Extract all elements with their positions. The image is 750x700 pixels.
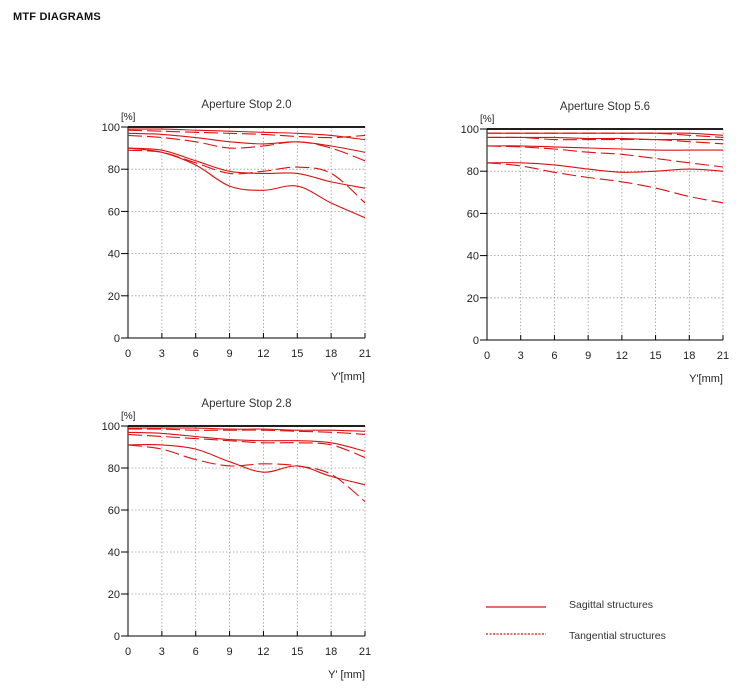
y-tick-label: 60 [467, 208, 479, 220]
page-title: MTF DIAGRAMS [13, 11, 101, 23]
x-tick-label: 18 [325, 646, 337, 658]
x-tick-label: 21 [717, 350, 729, 362]
sagittal-curve-4 [127, 147, 366, 189]
sagittal-curve-2 [127, 132, 366, 153]
y-tick-label: 80 [108, 463, 120, 475]
y-tick-label: 40 [108, 547, 120, 559]
y-tick-label: 20 [108, 291, 120, 303]
y-tick-label: 0 [114, 333, 120, 345]
x-tick-label: 9 [227, 646, 233, 658]
tangential-curve-3 [127, 134, 366, 162]
sagittal-curve-2 [127, 431, 366, 452]
y-axis-label: [%] [121, 411, 136, 422]
tangential-curve-1 [487, 132, 724, 138]
x-tick-label: 21 [359, 348, 371, 360]
y-tick-label: 80 [467, 166, 479, 178]
x-axis-label: Y'[mm] [331, 371, 365, 383]
y-tick-label: 100 [461, 124, 479, 136]
x-tick-label: 12 [257, 348, 269, 360]
legend: Sagittal structures Tangential structure… [486, 599, 666, 642]
y-tick-label: 0 [473, 335, 479, 347]
x-tick-label: 3 [518, 350, 524, 362]
x-tick-label: 3 [159, 646, 165, 658]
y-tick-label: 100 [102, 421, 120, 433]
x-tick-label: 18 [325, 348, 337, 360]
x-tick-label: 18 [683, 350, 695, 362]
y-axis-label: [%] [480, 114, 495, 125]
y-tick-label: 100 [102, 122, 120, 134]
chart-title: Aperture Stop 2.8 [201, 398, 291, 410]
sagittal-curve-4 [486, 145, 723, 151]
x-axis-label: Y'[mm] [689, 373, 723, 385]
x-tick-label: 9 [227, 348, 233, 360]
sagittal-curve-2 [486, 136, 723, 141]
tangential-curve-5 [127, 444, 366, 503]
chart-aperture-2-8: Aperture Stop 2.8 [%] 0 20 40 60 80 100 0 3 6 9 12 15… [102, 398, 371, 681]
legend-tangential-label: Tangential structures [569, 630, 666, 642]
legend-sagittal-label: Sagittal structures [569, 599, 653, 611]
tangential-curve-1 [127, 428, 366, 435]
y-tick-label: 60 [108, 505, 120, 517]
sagittal-curve-6 [486, 162, 724, 173]
x-tick-label: 15 [291, 348, 303, 360]
sagittal-curve-0 [128, 427, 366, 432]
x-tick-label: 6 [193, 348, 199, 360]
chart-aperture-2-0: Aperture Stop 2.0 [%] 0 20 40 60 80 100 0 3 6 9 12 15… [102, 99, 371, 383]
x-tick-label: 21 [359, 646, 371, 658]
y-tick-label: 40 [467, 251, 479, 263]
x-tick-label: 9 [585, 350, 591, 362]
tangential-curve-5 [127, 149, 366, 204]
tangential-curve-3 [486, 136, 724, 145]
x-tick-label: 15 [649, 350, 661, 362]
sagittal-curve-4 [127, 444, 366, 486]
x-tick-label: 15 [291, 646, 303, 658]
y-tick-label: 20 [467, 293, 479, 305]
x-tick-label: 12 [257, 646, 269, 658]
tangential-curve-7 [486, 162, 724, 204]
x-tick-label: 6 [193, 646, 199, 658]
chart-title: Aperture Stop 5.6 [560, 101, 650, 113]
x-tick-label: 0 [484, 350, 490, 362]
tangential-curve-3 [127, 433, 366, 459]
tangential-curve-5 [486, 145, 724, 168]
y-tick-label: 60 [108, 206, 120, 218]
x-tick-label: 3 [159, 348, 165, 360]
x-tick-label: 0 [125, 646, 131, 658]
sagittal-curve-6 [127, 147, 366, 219]
y-tick-label: 20 [108, 589, 120, 601]
x-tick-label: 0 [125, 348, 131, 360]
y-tick-label: 40 [108, 249, 120, 261]
y-tick-label: 0 [114, 631, 120, 643]
chart-aperture-5-6: Aperture Stop 5.6 [%] 0 20 40 60 80 100 0 3 6 9 12 15… [461, 101, 729, 385]
sagittal-curve-0 [127, 128, 366, 141]
tangential-curve-1 [127, 129, 366, 139]
x-axis-label: Y' [mm] [328, 669, 365, 681]
y-tick-label: 80 [108, 164, 120, 176]
x-tick-label: 12 [616, 350, 628, 362]
y-axis-label: [%] [121, 112, 136, 123]
x-tick-label: 6 [551, 350, 557, 362]
chart-title: Aperture Stop 2.0 [201, 99, 291, 111]
